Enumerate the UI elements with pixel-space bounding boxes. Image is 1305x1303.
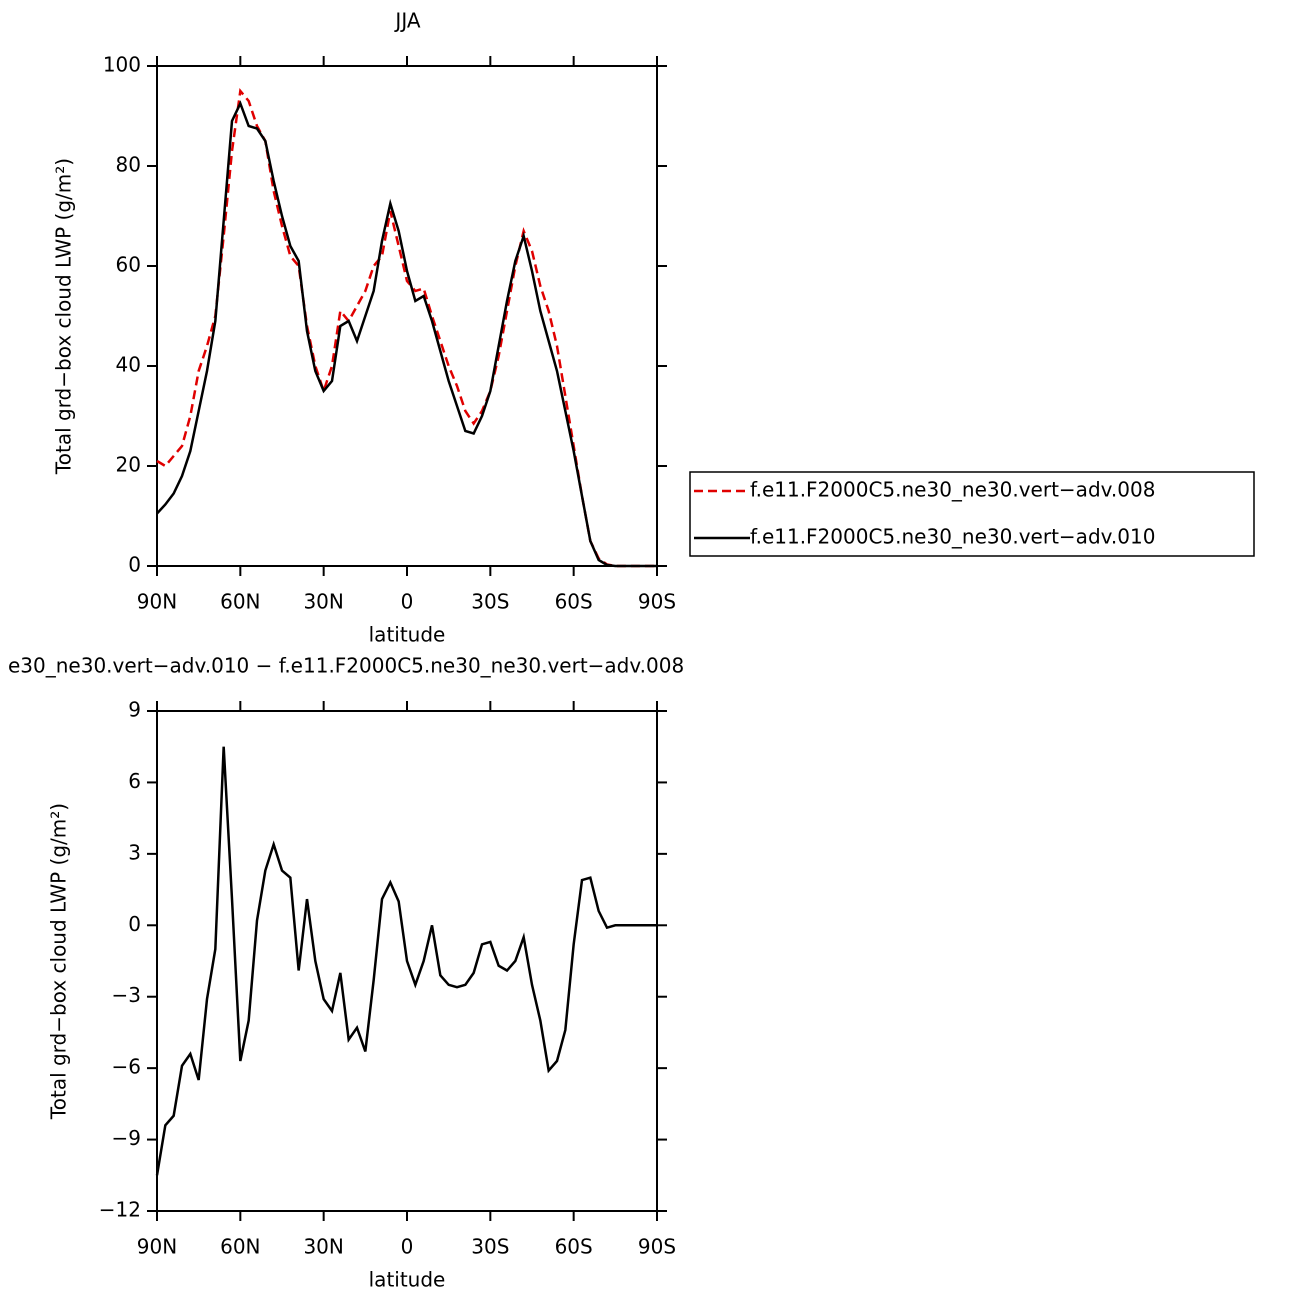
chart-title: e30_ne30.vert−adv.010 − f.e11.F2000C5.ne…	[8, 654, 684, 678]
y-tick-label: −12	[99, 1198, 141, 1222]
x-tick-label: 60N	[220, 590, 260, 614]
x-tick-label: 30S	[471, 590, 509, 614]
y-tick-label: 3	[128, 840, 141, 864]
x-tick-label: 90S	[638, 1235, 676, 1259]
x-axis-label: latitude	[369, 1268, 446, 1292]
y-tick-label: 40	[116, 353, 141, 377]
legend-box	[689, 471, 1255, 557]
x-tick-label: 30N	[303, 1235, 343, 1259]
x-tick-label: 90S	[638, 590, 676, 614]
y-tick-label: 6	[128, 769, 141, 793]
data-line	[156, 100, 657, 568]
y-tick-label: −6	[112, 1055, 141, 1079]
y-tick-label: 0	[128, 912, 141, 936]
x-tick-label: 30S	[471, 1235, 509, 1259]
y-tick-label: 20	[116, 453, 141, 477]
x-tick-label: 60S	[555, 590, 593, 614]
legend-label: f.e11.F2000C5.ne30_ne30.vert−adv.010	[750, 525, 1155, 549]
x-tick-label: 60N	[220, 1235, 260, 1259]
legend-label: f.e11.F2000C5.ne30_ne30.vert−adv.008	[750, 478, 1155, 502]
x-tick-label: 60S	[555, 1235, 593, 1259]
y-tick-label: 0	[128, 553, 141, 577]
y-tick-label: 9	[128, 698, 141, 722]
y-tick-label: 100	[103, 53, 141, 77]
x-tick-label: 0	[401, 590, 414, 614]
x-tick-label: 90N	[137, 1235, 177, 1259]
x-tick-label: 90N	[137, 590, 177, 614]
y-axis-label: Total grd−box cloud LWP (g/m²)	[52, 158, 76, 475]
x-tick-label: 30N	[303, 590, 343, 614]
x-tick-label: 0	[401, 1235, 414, 1259]
data-line	[155, 746, 657, 1176]
y-tick-label: 80	[116, 153, 141, 177]
y-tick-label: −3	[112, 983, 141, 1007]
y-tick-label: 60	[116, 253, 141, 277]
chart-title: JJA	[393, 9, 420, 33]
y-tick-label: −9	[112, 1126, 141, 1150]
y-axis-label: Total grd−box cloud LWP (g/m²)	[47, 803, 71, 1120]
x-axis-label: latitude	[369, 623, 446, 647]
